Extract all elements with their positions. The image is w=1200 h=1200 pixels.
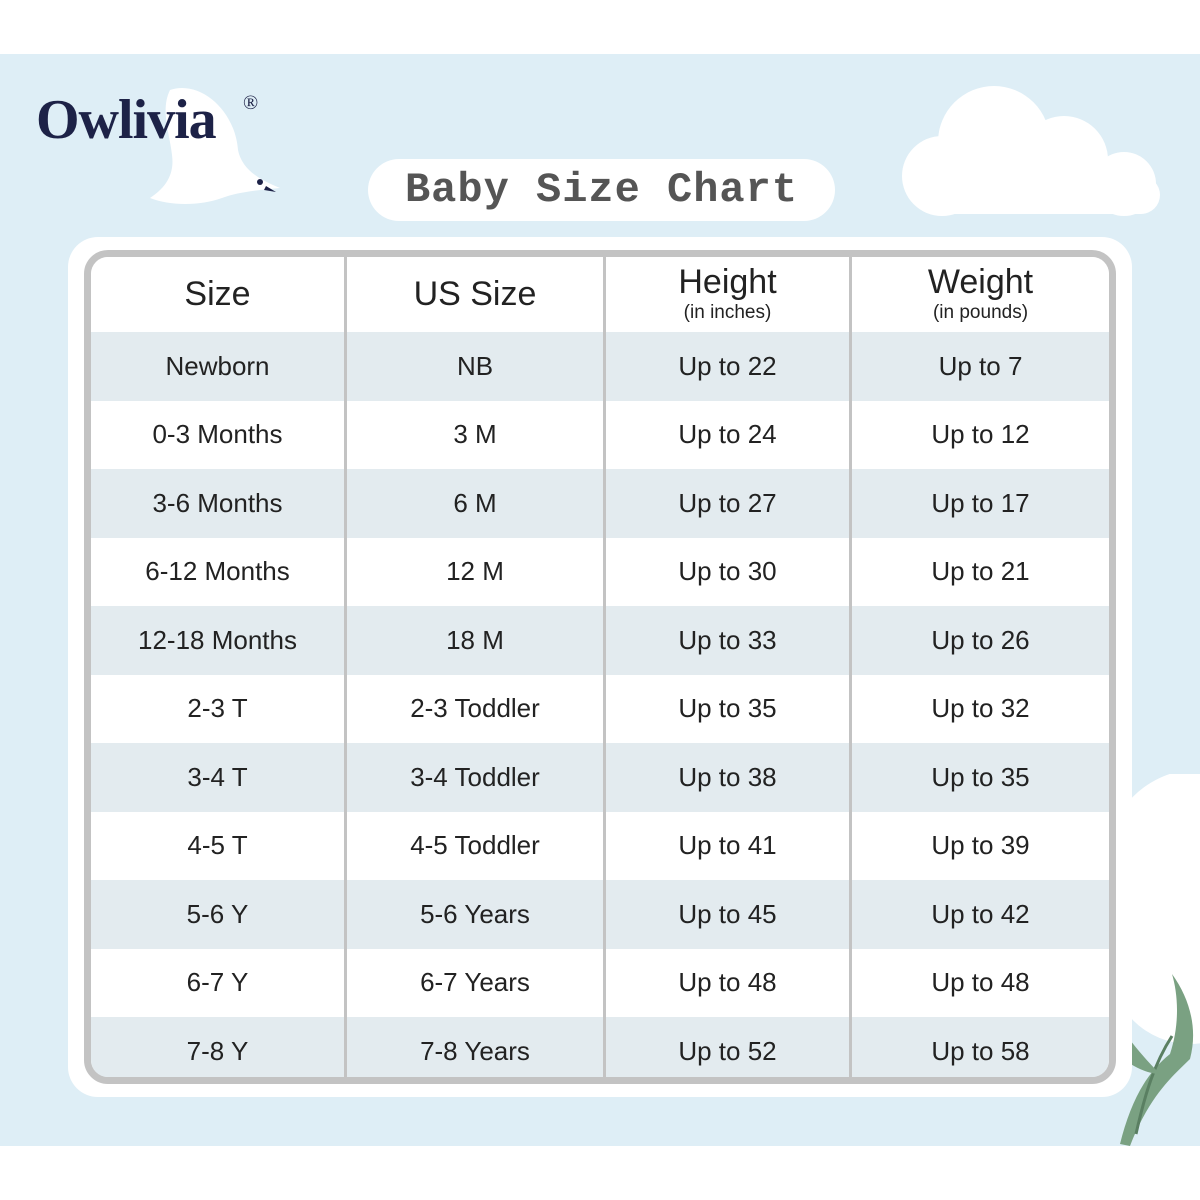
header-label: Height xyxy=(678,262,777,301)
table-row: 7-8 Y 7-8 Years Up to 52 Up to 58 xyxy=(91,1017,1109,1077)
cell-size: 0-3 Months xyxy=(91,400,347,469)
cell-height: Up to 38 xyxy=(606,743,852,812)
cell-weight: Up to 39 xyxy=(931,830,1030,861)
cell-size: 12-18 Months xyxy=(91,606,347,675)
header-size: Size xyxy=(91,257,347,332)
table-row: 0-3 Months 3 M Up to 24 Up to 12 xyxy=(91,400,1109,469)
header-label: Size xyxy=(184,274,251,313)
table-row: 12-18 Months 18 M Up to 33 Up to 26 xyxy=(91,606,1109,675)
cell-height: Up to 35 xyxy=(606,674,852,743)
header-unit: (in inches) xyxy=(683,302,772,324)
cell-us-size: 3-4 Toddler xyxy=(347,743,606,812)
cell-size: 5-6 Y xyxy=(91,880,347,949)
header-unit: (in pounds) xyxy=(932,302,1029,324)
header-us-size: US Size xyxy=(347,257,606,332)
header-height: Height (in inches) xyxy=(606,257,852,332)
cell-size: 6-12 Months xyxy=(91,537,347,606)
cell-weight: Up to 48 xyxy=(931,967,1030,998)
table-row: Newborn NB Up to 22 Up to 7 xyxy=(91,332,1109,401)
bird-icon xyxy=(150,88,280,204)
cell-size: 3-4 T xyxy=(91,743,347,812)
cell-us-size: NB xyxy=(347,332,606,401)
cell-weight: Up to 42 xyxy=(931,898,1030,929)
table-row: 3-6 Months 6 M Up to 27 Up to 17 xyxy=(91,469,1109,538)
cell-size: 3-6 Months xyxy=(91,469,347,538)
background-panel: Owlivia ® Baby Size Chart Size US Size xyxy=(0,54,1200,1146)
cell-size: 2-3 T xyxy=(91,674,347,743)
cell-height: Up to 48 xyxy=(606,948,852,1017)
cell-us-size: 18 M xyxy=(347,606,606,675)
chart-title: Baby Size Chart xyxy=(404,166,799,214)
cell-us-size: 6 M xyxy=(347,469,606,538)
cell-us-size: 7-8 Years xyxy=(347,1017,606,1077)
cloud-icon xyxy=(902,86,1160,216)
cell-us-size: 6-7 Years xyxy=(347,948,606,1017)
table-row: 3-4 T 3-4 Toddler Up to 38 Up to 35 xyxy=(91,743,1109,812)
size-chart-table: Size US Size Height (in inches) Weight (… xyxy=(84,250,1116,1084)
cell-weight: Up to 17 xyxy=(931,487,1030,518)
cell-height: Up to 30 xyxy=(606,537,852,606)
cell-weight: Up to 35 xyxy=(931,761,1030,792)
registered-mark: ® xyxy=(243,92,259,114)
cell-height: Up to 52 xyxy=(606,1017,852,1077)
cell-height: Up to 27 xyxy=(606,469,852,538)
cell-height: Up to 41 xyxy=(606,811,852,880)
cell-height: Up to 33 xyxy=(606,606,852,675)
header-label: Weight xyxy=(927,262,1034,301)
table-header-row: Size US Size Height (in inches) Weight (… xyxy=(91,257,1109,332)
cell-height: Up to 24 xyxy=(606,400,852,469)
cell-weight: Up to 12 xyxy=(931,419,1030,450)
table-row: 2-3 T 2-3 Toddler Up to 35 Up to 32 xyxy=(91,674,1109,743)
cell-us-size: 4-5 Toddler xyxy=(347,811,606,880)
cell-size: Newborn xyxy=(91,332,347,401)
brand-logo: Owlivia xyxy=(36,89,217,151)
cell-us-size: 2-3 Toddler xyxy=(347,674,606,743)
cell-weight: Up to 21 xyxy=(931,556,1030,587)
table-row: 5-6 Y 5-6 Years Up to 45 Up to 42 xyxy=(91,880,1109,949)
cell-weight: Up to 7 xyxy=(938,350,1023,381)
table-row: 6-12 Months 12 M Up to 30 Up to 21 xyxy=(91,537,1109,606)
cell-us-size: 12 M xyxy=(347,537,606,606)
cell-weight: Up to 26 xyxy=(931,624,1030,655)
title-pill: Baby Size Chart xyxy=(368,159,835,221)
cell-size: 4-5 T xyxy=(91,811,347,880)
header-label: US Size xyxy=(413,274,537,313)
cell-weight: Up to 58 xyxy=(931,1035,1030,1066)
cell-size: 7-8 Y xyxy=(91,1017,347,1077)
cell-size: 6-7 Y xyxy=(91,948,347,1017)
table-row: 4-5 T 4-5 Toddler Up to 41 Up to 39 xyxy=(91,811,1109,880)
cell-height: Up to 45 xyxy=(606,880,852,949)
table-row: 6-7 Y 6-7 Years Up to 48 Up to 48 xyxy=(91,948,1109,1017)
cell-height: Up to 22 xyxy=(606,332,852,401)
cell-us-size: 5-6 Years xyxy=(347,880,606,949)
cell-us-size: 3 M xyxy=(347,400,606,469)
header-weight: Weight (in pounds) xyxy=(852,257,1109,332)
cell-weight: Up to 32 xyxy=(931,693,1030,724)
